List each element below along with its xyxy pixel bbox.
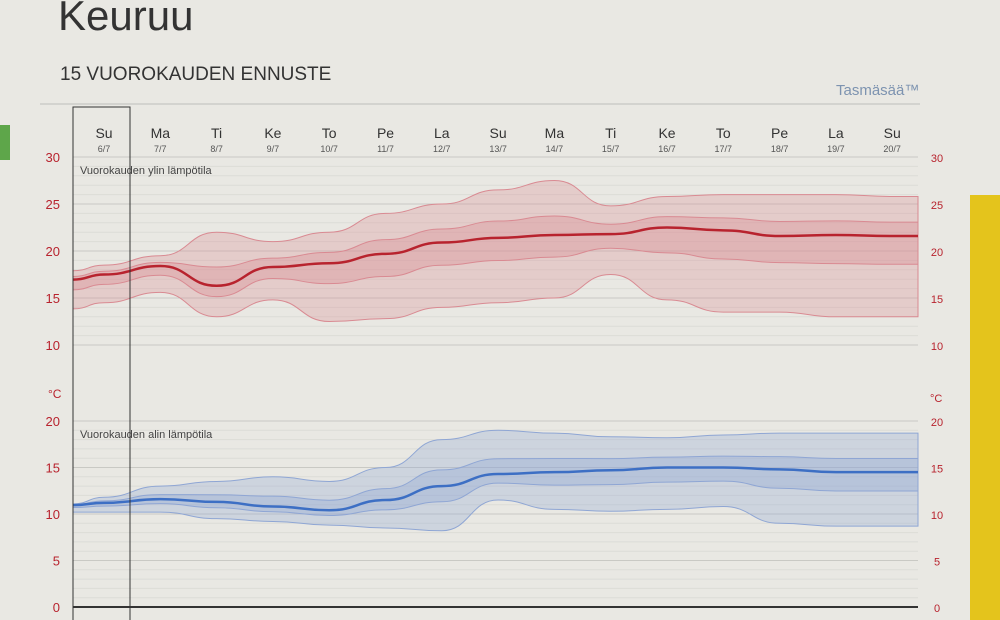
date-label: 14/7 <box>546 144 564 154</box>
y-tick-left: 15 <box>46 291 60 306</box>
y-tick-right: 10 <box>931 341 943 353</box>
y-tick-left: 5 <box>53 554 60 569</box>
date-label: 8/7 <box>210 144 223 154</box>
date-label: 13/7 <box>489 144 507 154</box>
y-tick-right: 15 <box>931 464 943 476</box>
date-label: 20/7 <box>883 144 901 154</box>
y-tick-left: 15 <box>46 461 60 476</box>
y-tick-right: 15 <box>931 294 943 306</box>
y-tick-right: 30 <box>931 153 943 165</box>
side-tab[interactable] <box>0 125 10 160</box>
y-tick-right: 5 <box>934 557 940 569</box>
y-tick-left: 30 <box>46 150 60 165</box>
y-tick-right: 10 <box>931 510 943 522</box>
date-label: 19/7 <box>827 144 845 154</box>
day-label[interactable]: Pe <box>771 125 788 141</box>
date-label: 18/7 <box>771 144 789 154</box>
day-label[interactable]: Pe <box>377 125 394 141</box>
unit-label-left: °C <box>48 387 62 401</box>
date-label: 12/7 <box>433 144 451 154</box>
date-label: 7/7 <box>154 144 167 154</box>
day-label[interactable]: To <box>716 125 731 141</box>
day-label[interactable]: Ke <box>658 125 675 141</box>
day-label[interactable]: Su <box>490 125 507 141</box>
y-tick-left: 10 <box>46 338 60 353</box>
day-label[interactable]: Ti <box>605 125 616 141</box>
day-label[interactable]: Su <box>95 125 112 141</box>
mean-line <box>72 466 918 512</box>
day-label[interactable]: To <box>322 125 337 141</box>
y-tick-right: 0 <box>934 603 940 615</box>
brand-link[interactable]: Tasmäsää™ <box>836 82 920 99</box>
selected-day-highlight[interactable] <box>72 106 131 620</box>
divider <box>40 103 920 105</box>
day-label[interactable]: Ti <box>211 125 222 141</box>
day-label[interactable]: La <box>828 125 844 141</box>
mean-line <box>72 226 918 288</box>
date-label: 17/7 <box>715 144 733 154</box>
y-tick-left: 0 <box>53 600 60 615</box>
unit-label-right: °C <box>930 393 942 405</box>
forecast-subtitle: 15 VUOROKAUDEN ENNUSTE <box>60 64 332 85</box>
day-label[interactable]: Ke <box>264 125 281 141</box>
day-label[interactable]: Ma <box>151 125 171 141</box>
y-tick-left: 25 <box>46 197 60 212</box>
date-label: 15/7 <box>602 144 620 154</box>
inner-band <box>72 215 919 298</box>
date-label: 10/7 <box>320 144 338 154</box>
y-tick-left: 20 <box>46 244 60 259</box>
inner-band <box>72 455 919 516</box>
y-tick-right: 25 <box>931 200 943 212</box>
y-tick-right: 20 <box>931 247 943 259</box>
y-tick-right: 20 <box>931 417 943 429</box>
date-label: 11/7 <box>377 144 394 154</box>
date-label: 6/7 <box>98 144 111 154</box>
date-label: 9/7 <box>267 144 280 154</box>
y-tick-left: 10 <box>46 507 60 522</box>
day-label[interactable]: Ma <box>545 125 565 141</box>
y-tick-left: 20 <box>46 414 60 429</box>
panel-title: Vuorokauden alin lämpötila <box>80 429 213 441</box>
side-banner <box>970 195 1000 620</box>
panel-title: Vuorokauden ylin lämpötila <box>80 165 213 177</box>
day-label[interactable]: Su <box>884 125 901 141</box>
day-label[interactable]: La <box>434 125 450 141</box>
page-title: Keuruu <box>58 0 194 39</box>
date-label: 16/7 <box>658 144 676 154</box>
range-band <box>72 179 919 323</box>
